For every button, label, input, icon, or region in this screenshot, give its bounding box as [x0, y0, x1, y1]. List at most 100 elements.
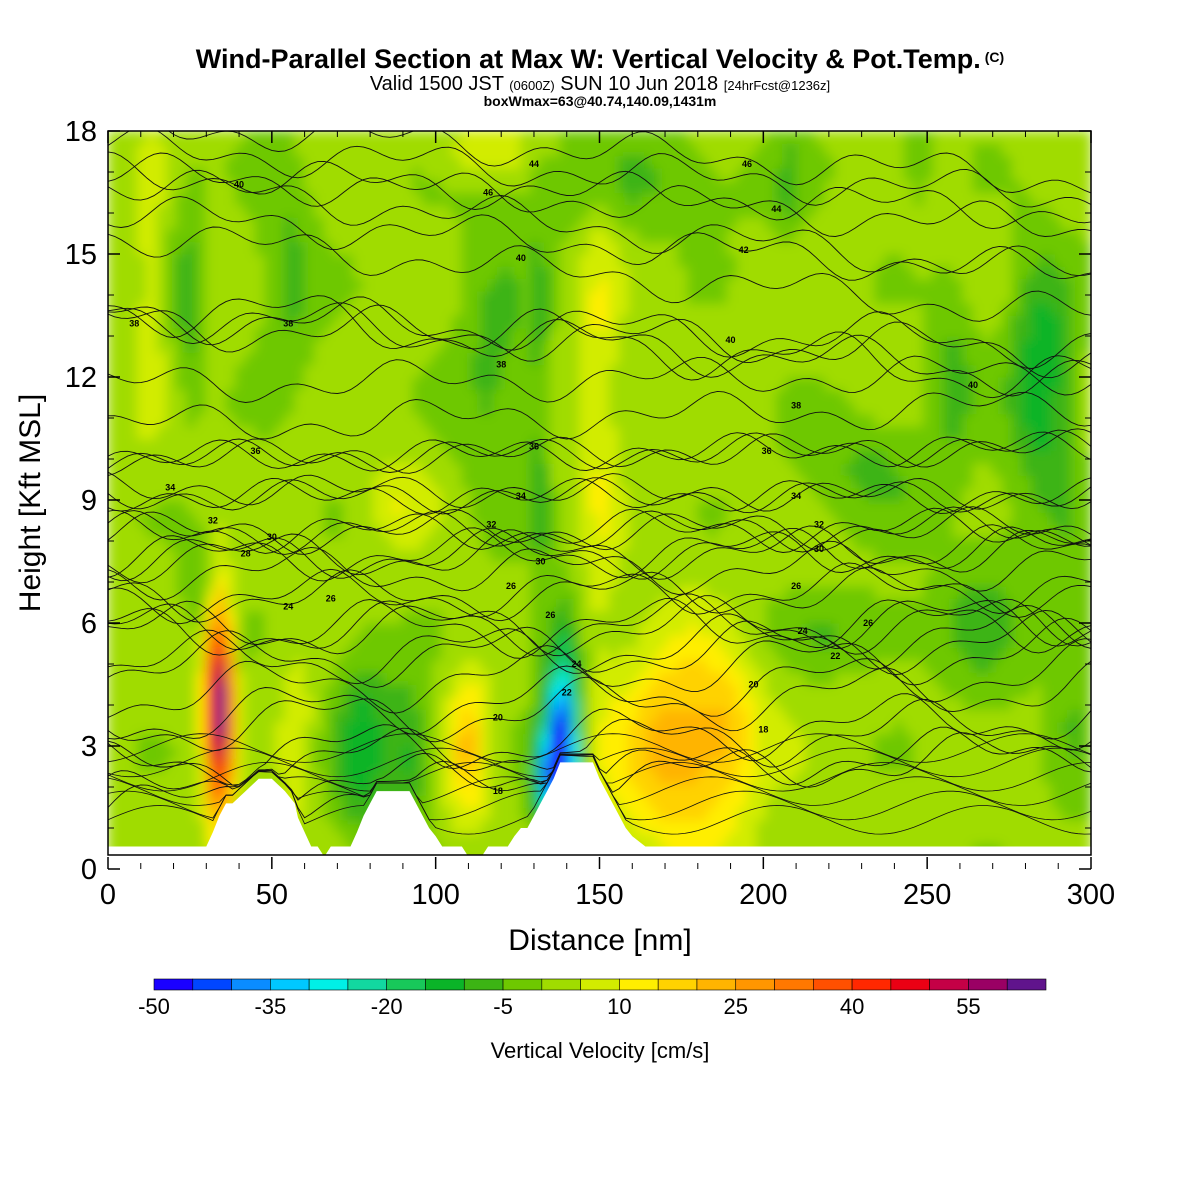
- velocity-cell: [618, 216, 630, 230]
- velocity-cell: [628, 462, 640, 476]
- velocity-cell: [392, 167, 404, 181]
- velocity-cell: [549, 524, 561, 538]
- velocity-cell: [323, 315, 335, 329]
- velocity-cell: [726, 450, 738, 464]
- velocity-cell: [156, 167, 168, 181]
- velocity-cell: [323, 511, 335, 526]
- velocity-cell: [697, 462, 709, 476]
- velocity-cell: [677, 216, 689, 230]
- velocity-cell: [431, 290, 443, 304]
- velocity-cell: [599, 597, 610, 612]
- velocity-cell: [913, 647, 925, 661]
- velocity-cell: [274, 216, 286, 230]
- velocity-cell: [569, 413, 581, 427]
- velocity-cell: [431, 659, 443, 673]
- velocity-cell: [589, 228, 600, 243]
- velocity-cell: [372, 659, 384, 673]
- velocity-cell: [618, 413, 630, 427]
- velocity-cell: [608, 696, 620, 710]
- forecast-info: [24hrFcst@1236z]: [723, 78, 831, 93]
- velocity-cell: [854, 241, 866, 255]
- velocity-cell: [549, 253, 561, 267]
- velocity-cell: [785, 499, 797, 513]
- velocity-cell: [500, 708, 512, 722]
- velocity-cell: [363, 438, 374, 452]
- velocity-cell: [736, 757, 748, 772]
- velocity-cell: [628, 610, 640, 624]
- velocity-cell: [520, 315, 532, 329]
- velocity-cell: [245, 499, 256, 513]
- velocity-cell: [608, 192, 620, 206]
- velocity-cell: [402, 684, 414, 698]
- velocity-cell: [815, 610, 827, 624]
- velocity-cell: [461, 708, 473, 722]
- velocity-cell: [353, 131, 365, 144]
- velocity-cell: [451, 315, 463, 329]
- velocity-cell: [382, 757, 394, 772]
- velocity-cell: [608, 204, 620, 218]
- velocity-cell: [599, 671, 610, 685]
- velocity-cell: [441, 770, 453, 784]
- velocity-cell: [697, 597, 709, 612]
- velocity-cell: [657, 770, 669, 784]
- velocity-cell: [844, 831, 856, 845]
- velocity-cell: [215, 597, 227, 612]
- velocity-cell: [893, 659, 905, 673]
- velocity-cell: [736, 474, 748, 489]
- velocity-cell: [716, 438, 728, 452]
- velocity-cell: [657, 155, 669, 169]
- velocity-cell: [648, 167, 659, 181]
- velocity-cell: [284, 192, 296, 206]
- velocity-cell: [333, 720, 345, 735]
- velocity-cell: [893, 302, 905, 316]
- velocity-cell: [589, 425, 600, 439]
- velocity-cell: [186, 142, 197, 157]
- velocity-cell: [402, 364, 414, 378]
- velocity-cell: [441, 524, 453, 538]
- velocity-cell: [313, 265, 325, 280]
- velocity-cell: [648, 807, 659, 821]
- velocity-cell: [903, 622, 915, 636]
- velocity-cell: [825, 671, 836, 685]
- velocity-cell: [166, 155, 178, 169]
- velocity-cell: [746, 524, 758, 538]
- velocity-cell: [736, 351, 748, 366]
- velocity-cell: [313, 450, 325, 464]
- velocity-cell: [815, 548, 827, 562]
- velocity-cell: [166, 819, 178, 833]
- velocity-cell: [569, 561, 581, 575]
- velocity-cell: [805, 634, 817, 649]
- velocity-cell: [431, 622, 443, 636]
- velocity-cell: [884, 339, 895, 353]
- velocity-cell: [579, 733, 591, 747]
- velocity-cell: [353, 659, 365, 673]
- velocity-cell: [215, 684, 227, 698]
- velocity-cell: [854, 733, 866, 747]
- velocity-cell: [697, 671, 709, 685]
- velocity-cell: [372, 315, 384, 329]
- velocity-cell: [559, 561, 571, 575]
- velocity-cell: [785, 671, 797, 685]
- velocity-cell: [707, 733, 718, 747]
- velocity-cell: [785, 241, 797, 255]
- velocity-cell: [215, 511, 227, 526]
- velocity-cell: [677, 807, 689, 821]
- velocity-cell: [176, 720, 188, 735]
- velocity-cell: [726, 511, 738, 526]
- velocity-cell: [530, 585, 542, 599]
- velocity-cell: [225, 548, 237, 562]
- velocity-cell: [500, 659, 512, 673]
- velocity-cell: [726, 573, 738, 587]
- velocity-cell: [893, 462, 905, 476]
- velocity-cell: [579, 524, 591, 538]
- velocity-cell: [108, 622, 119, 636]
- velocity-cell: [756, 524, 768, 538]
- velocity-cell: [874, 376, 886, 390]
- velocity-cell: [657, 253, 669, 267]
- velocity-cell: [716, 733, 728, 747]
- velocity-cell: [225, 708, 237, 722]
- velocity-cell: [913, 696, 925, 710]
- velocity-cell: [559, 684, 571, 698]
- velocity-cell: [687, 327, 699, 341]
- velocity-cell: [166, 241, 178, 255]
